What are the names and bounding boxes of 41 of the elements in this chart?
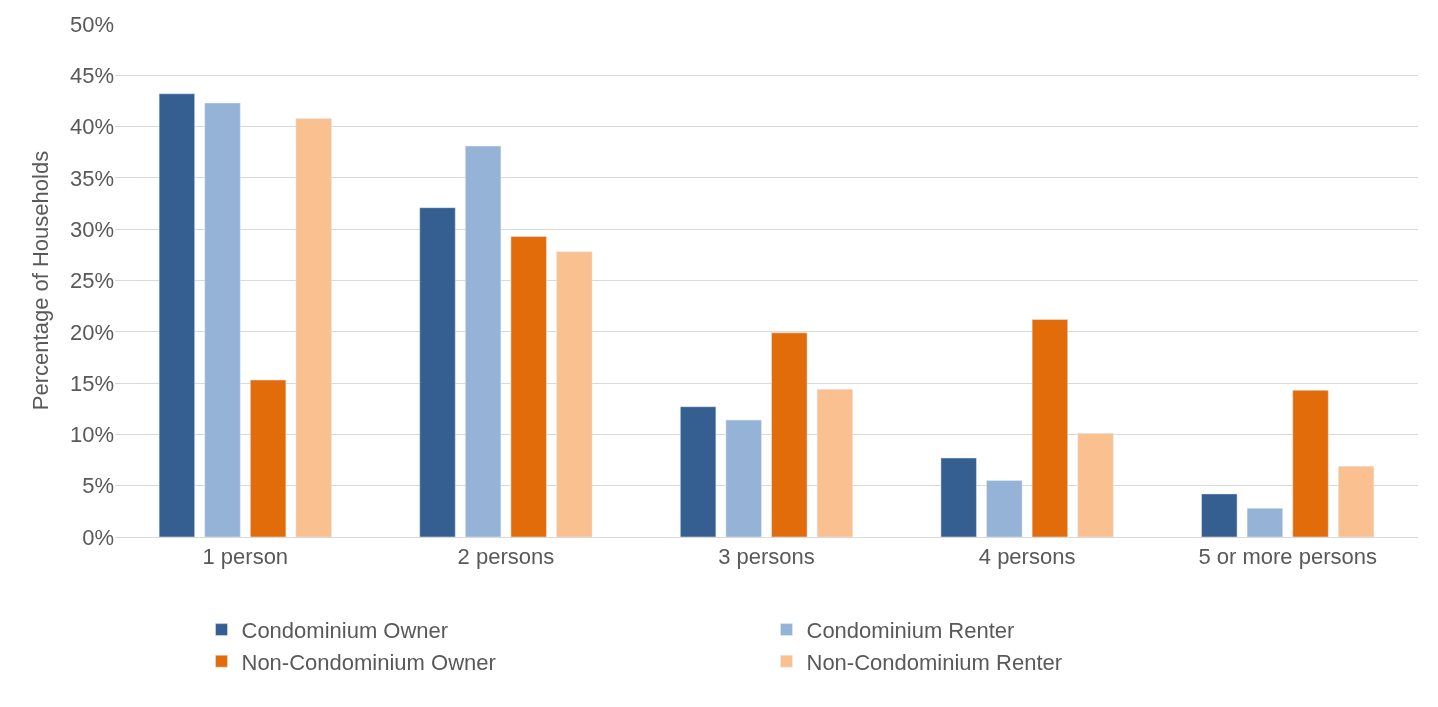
y-tick-label: 40%: [69, 114, 114, 140]
legend-label: Condominium Renter: [806, 618, 1015, 644]
y-axis-title: Percentage of Households: [27, 150, 53, 411]
bar: [1031, 319, 1068, 537]
legend-label: Non-Condominium Renter: [806, 649, 1063, 675]
bar: [204, 102, 241, 537]
y-tick-label: 30%: [69, 216, 114, 242]
y-tick-label: 25%: [69, 268, 114, 294]
bar: [556, 251, 593, 537]
bar: [250, 379, 287, 537]
y-tick-label: 20%: [69, 319, 114, 345]
bar: [1246, 508, 1283, 537]
bar: [295, 118, 332, 537]
y-tick-label: 45%: [69, 63, 114, 88]
y-tick-label: 50%: [69, 11, 114, 37]
legend-label: Condominium Owner: [241, 618, 449, 644]
y-tick-label: 15%: [69, 370, 114, 396]
bar: [1201, 493, 1238, 537]
bar: [1077, 433, 1114, 537]
x-tick-label: 2 persons: [457, 544, 555, 570]
y-tick-label: 35%: [69, 165, 114, 191]
x-tick-label: 3 persons: [718, 544, 815, 570]
bar: [1292, 390, 1329, 537]
bar: [771, 332, 808, 537]
y-tick-label: 0%: [82, 524, 114, 550]
bar: [465, 145, 502, 537]
y-tick-label: 10%: [69, 422, 114, 448]
bar: [816, 389, 853, 537]
bar: [510, 236, 547, 537]
x-tick-label: 1 person: [202, 544, 289, 570]
x-tick-label: 4 persons: [978, 544, 1076, 570]
bar: [680, 406, 717, 537]
bar: [986, 480, 1023, 537]
bar: [725, 419, 762, 537]
bar: [1338, 465, 1375, 537]
y-tick-label: 5%: [82, 473, 114, 499]
legend-label: Non-Condominium Owner: [241, 649, 496, 675]
x-tick-label: 5 or more persons: [1198, 544, 1377, 570]
bar: [419, 207, 456, 537]
bar: [158, 93, 195, 537]
bar: [940, 457, 977, 537]
